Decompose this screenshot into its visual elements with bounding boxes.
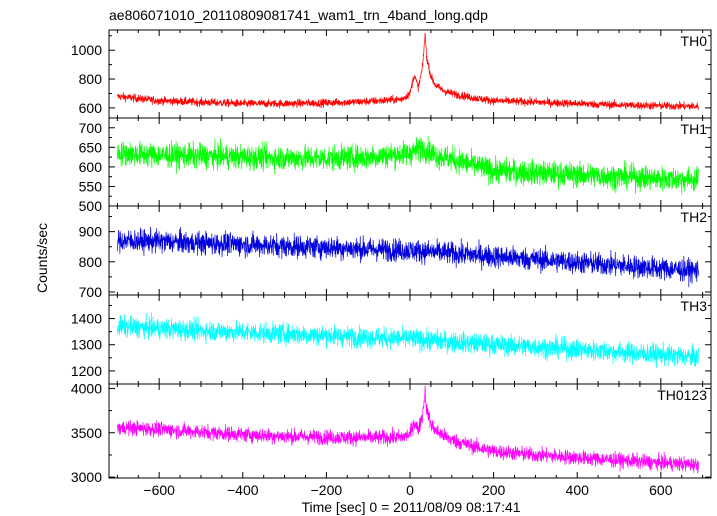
y-tick-label: 600 xyxy=(79,100,103,116)
panel-th1: 500 550 600 650 700 TH1 xyxy=(79,117,712,214)
y-axis-label: Counts/sec xyxy=(34,223,50,293)
series-line-th0 xyxy=(117,33,699,111)
x-tick-label: 600 xyxy=(649,482,673,498)
series-line-th2 xyxy=(117,226,699,288)
y-tick-label: 600 xyxy=(79,159,103,175)
y-tick-label: 500 xyxy=(79,198,103,214)
y-tick-label: 1300 xyxy=(71,337,102,353)
y-tick-label: 1200 xyxy=(71,363,102,379)
panel-label-th3: TH3 xyxy=(681,298,708,314)
panel-label-th0: TH0 xyxy=(681,33,708,49)
panel-th0123: −600 −400 −200 0 200 400 600 3000 3500 4000 TH0123 xyxy=(71,380,712,498)
series-line-th0123 xyxy=(117,385,699,474)
y-tick-label: 700 xyxy=(79,284,103,300)
chart-title: ae806071010_20110809081741_wam1_trn_4ban… xyxy=(109,7,488,23)
y-tick-label: 900 xyxy=(79,224,103,240)
y-tick-label: 650 xyxy=(79,139,103,155)
panels: 600 800 1000 TH0 500 550 600 650 700 TH1 700 800 900… xyxy=(71,29,712,498)
x-tick-label: −600 xyxy=(143,482,175,498)
panel-label-th0123: TH0123 xyxy=(657,387,707,403)
panel-th3: 1200 1300 1400 TH3 xyxy=(71,294,712,385)
series-line-th1 xyxy=(117,135,699,195)
x-tick-label: 200 xyxy=(482,482,506,498)
y-tick-label: 4000 xyxy=(71,380,102,396)
panel-th2: 700 800 900 TH2 xyxy=(79,205,712,300)
y-tick-label: 1400 xyxy=(71,311,102,327)
y-tick-label: 3000 xyxy=(71,469,102,485)
x-tick-label: 0 xyxy=(406,482,414,498)
y-tick-label: 800 xyxy=(79,71,103,87)
panel-th0: 600 800 1000 TH0 xyxy=(71,29,712,119)
x-axis-label: Time [sec] 0 = 2011/08/09 08:17:41 xyxy=(301,499,520,515)
panel-label-th2: TH2 xyxy=(681,209,708,225)
x-tick-label: −200 xyxy=(311,482,343,498)
panel-label-th1: TH1 xyxy=(681,121,708,137)
series-line-th3 xyxy=(117,312,699,368)
y-tick-label: 1000 xyxy=(71,42,102,58)
y-tick-label: 550 xyxy=(79,178,103,194)
y-tick-label: 800 xyxy=(79,254,103,270)
x-tick-label: −400 xyxy=(227,482,259,498)
y-tick-label: 700 xyxy=(79,120,103,136)
x-tick-label: 400 xyxy=(566,482,590,498)
y-tick-label: 3500 xyxy=(71,425,102,441)
